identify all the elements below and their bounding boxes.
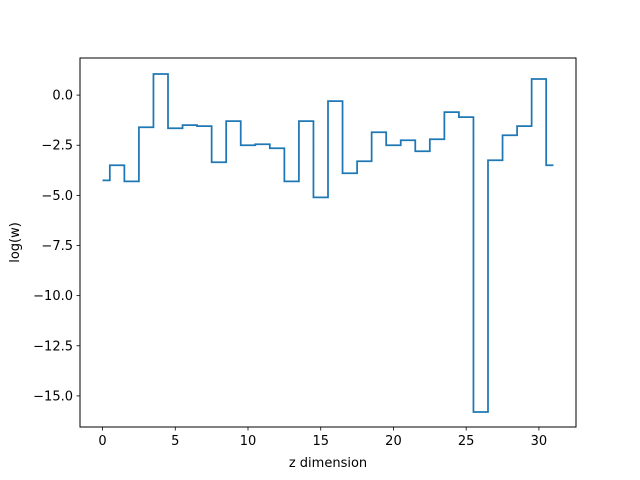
x-tick-label: 30 xyxy=(531,434,548,449)
y-tick-label: 0.0 xyxy=(52,89,73,104)
x-tick-label: 5 xyxy=(171,434,179,449)
x-tick-label: 10 xyxy=(240,434,257,449)
y-tick-label: −12.5 xyxy=(33,339,73,354)
y-tick-label: −7.5 xyxy=(41,239,73,254)
y-tick-label: −5.0 xyxy=(41,189,73,204)
y-tick-label: −10.0 xyxy=(33,289,73,304)
y-axis-label: log(w) xyxy=(8,222,23,263)
x-tick-label: 25 xyxy=(458,434,475,449)
y-tick-label: −15.0 xyxy=(33,389,73,404)
x-axis-label: z dimension xyxy=(289,456,367,471)
series-line-0 xyxy=(102,73,554,413)
y-tick-label: −2.5 xyxy=(41,139,73,154)
y-axis-ticks: 0.0 −2.5 −5.0 −7.5 −10.0 −12.5 −15.0 xyxy=(33,89,80,404)
x-tick-label: 20 xyxy=(385,434,402,449)
series-layer xyxy=(102,73,554,413)
x-tick-label: 15 xyxy=(312,434,329,449)
x-tick-label: 0 xyxy=(98,434,106,449)
axes-frame xyxy=(79,57,577,428)
x-axis-ticks: 0 5 10 15 20 25 30 xyxy=(98,427,547,449)
